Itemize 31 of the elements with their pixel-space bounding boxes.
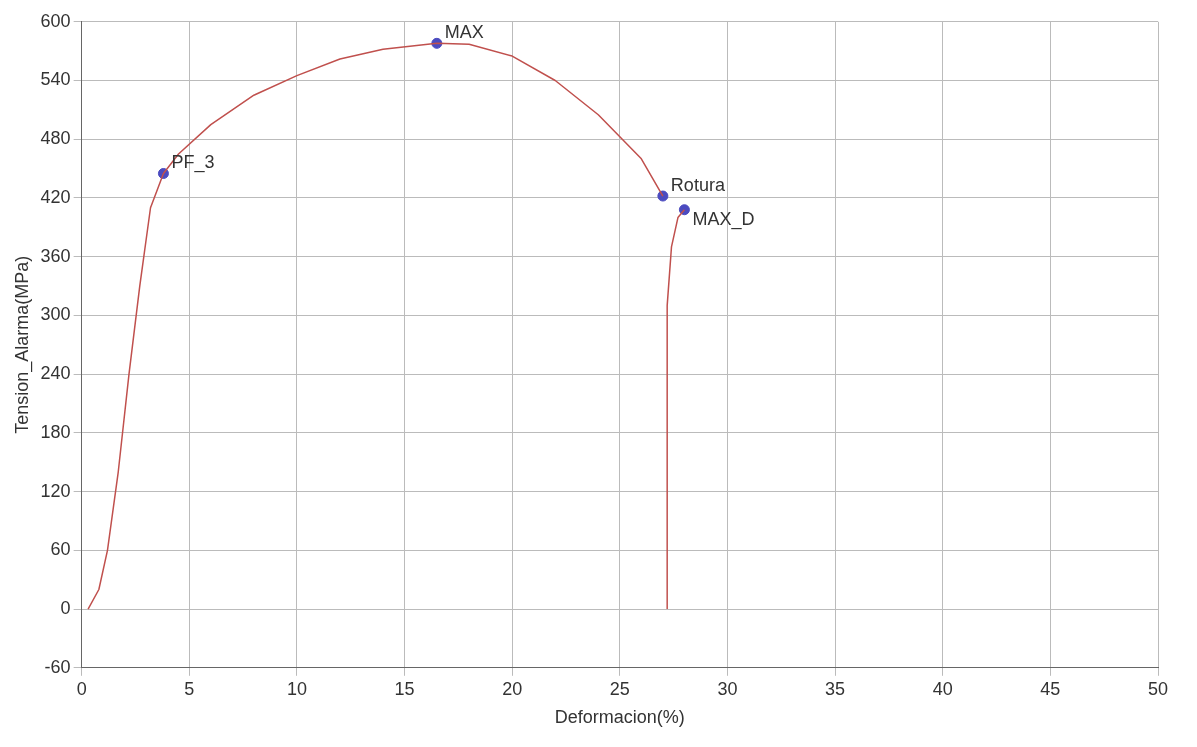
x-axis-title: Deformacion(%) (554, 707, 685, 728)
y-tick-label: 180 (40, 421, 71, 442)
y-tick-label: 0 (60, 598, 71, 619)
x-tick-label: 0 (76, 678, 87, 699)
x-tick-label: 20 (502, 678, 523, 699)
point (657, 190, 669, 202)
x-tick-label: 10 (286, 678, 307, 699)
annotation: MAX (444, 22, 484, 43)
y-tick-label: 420 (40, 186, 71, 207)
point (678, 204, 690, 216)
y-tick-label: 360 (40, 245, 71, 266)
annotation: Rotura (670, 174, 726, 195)
y-axis-title: Tension_Alarma(MPa) (11, 255, 33, 434)
y-tick-label: 240 (40, 363, 71, 384)
y-tick-label: 480 (40, 128, 71, 149)
x-tick-label: 15 (394, 678, 415, 699)
y-tick-label: 600 (40, 10, 71, 31)
x-tick-label: 40 (932, 678, 953, 699)
x-tick-label: 25 (609, 678, 630, 699)
x-tick-label: 30 (717, 678, 738, 699)
x-tick-label: 35 (825, 678, 846, 699)
y-tick-label: 120 (40, 480, 71, 501)
y-tick-label: -60 (44, 656, 71, 677)
annotation: MAX_D (692, 208, 755, 230)
x-tick-label: 50 (1147, 678, 1169, 699)
annotation: PF_3 (171, 152, 215, 174)
y-tick-label: 60 (50, 539, 71, 560)
y-tick-label: 540 (40, 69, 71, 90)
x-tick-label: 45 (1040, 678, 1061, 699)
y-tick-label: 300 (40, 304, 71, 325)
x-tick-label: 5 (184, 678, 195, 699)
